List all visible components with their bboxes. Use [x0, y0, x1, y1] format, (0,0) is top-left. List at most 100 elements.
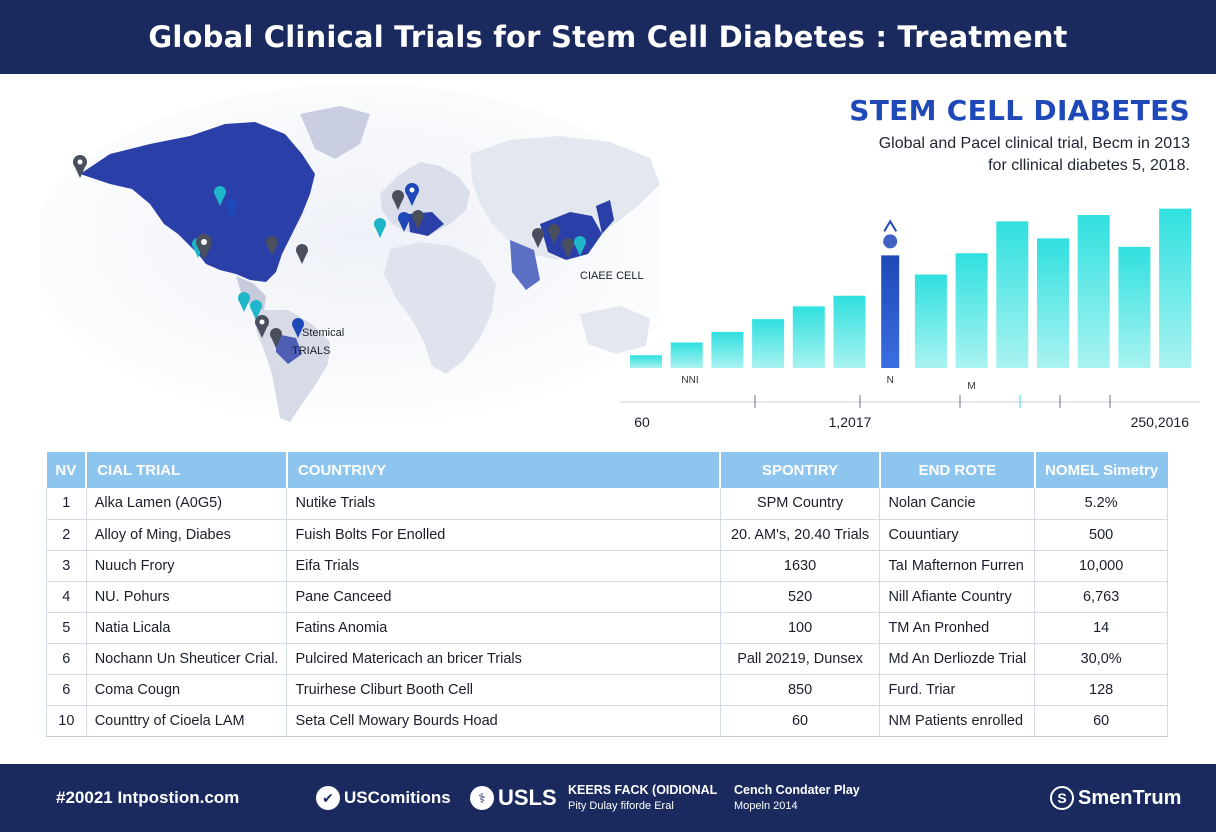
cell-sponsor: 20. AM's, 20.40 Trials — [720, 519, 881, 551]
chart-bar[interactable] — [792, 306, 825, 368]
page-title: Global Clinical Trials for Stem Cell Dia… — [148, 20, 1068, 54]
table-header-row: NV CIAL TRIAL COUNTRIVY SPONTIRY END ROT… — [46, 452, 1168, 488]
chart-bar[interactable] — [996, 221, 1029, 368]
chart-bar[interactable] — [752, 319, 785, 368]
map-label-asia: CIAEE CELL — [580, 270, 644, 282]
cell-no: 10 — [46, 705, 87, 737]
chart-bar[interactable] — [881, 255, 900, 368]
cell-country: Eifa Trials — [286, 550, 721, 582]
brand-logo-icon: S — [1050, 786, 1074, 810]
footer-logo-uscomitions[interactable]: ✔ USComitions — [316, 764, 451, 832]
table-row[interactable]: 10 Counttry of Cioela LAM Seta Cell Mowary… — [46, 705, 1168, 737]
trials-table: NV CIAL TRIAL COUNTRIVY SPONTIRY END ROT… — [46, 452, 1168, 737]
footer-logo-usls[interactable]: ⚕ USLS — [470, 764, 557, 832]
japan-korea-highlight — [596, 200, 614, 234]
map-pins — [73, 155, 586, 348]
chart-bar[interactable] — [833, 295, 866, 368]
table-row[interactable]: 2 Alloy of Ming, Diabes Fuish Bolts For En… — [46, 519, 1168, 551]
footer-logo-keers[interactable]: KEERS FACK (OIDIONAL Pity Dulay fiforde … — [568, 764, 717, 832]
footer-logo-cench[interactable]: Cench Condater Play Mopeln 2014 — [734, 764, 860, 832]
map-pin[interactable] — [255, 315, 269, 338]
map-pin[interactable] — [250, 300, 262, 320]
map-pin[interactable] — [412, 210, 424, 230]
map-pin[interactable] — [392, 190, 404, 210]
map-pin[interactable] — [532, 228, 544, 248]
continent-africa — [384, 242, 496, 374]
chart-title-block: STEM CELL DIABETES Global and Pacel clin… — [800, 94, 1190, 177]
header-country[interactable]: COUNTRIVY — [286, 452, 722, 488]
footer-brand[interactable]: S SmenTrum — [1050, 764, 1181, 832]
map-pin[interactable] — [214, 186, 226, 206]
continent-asia — [470, 136, 660, 260]
cell-country: Seta Cell Mowary Bourds Hoad — [286, 705, 721, 737]
cell-nomel: 60 — [1034, 705, 1168, 737]
chart-bar[interactable] — [1159, 208, 1192, 368]
table-row[interactable]: 3 Nuuch Frory Eifa Trials 1630 TaI Mafternon… — [46, 550, 1168, 582]
map-pin[interactable] — [292, 318, 304, 338]
header-nv[interactable]: NV — [46, 452, 88, 488]
south-america-highlight — [276, 334, 302, 364]
chart-bar[interactable] — [1077, 215, 1110, 368]
cell-no: 4 — [46, 581, 87, 613]
cell-sponsor: 520 — [720, 581, 881, 613]
southeast-asia — [510, 240, 540, 290]
footer-logo-cench-line1: Cench Condater Play — [734, 783, 860, 797]
caduceus-icon: ⚕ — [470, 786, 494, 810]
cell-end-rote: Nolan Cancie — [879, 488, 1036, 520]
cell-end-rote: Md An Derliozde Trial — [879, 643, 1036, 675]
table-row[interactable]: 4 NU. Pohurs Pane Canceed 520 Nill Afiante C… — [46, 581, 1168, 613]
bar-chart-svg: NNI N M 60 1,2017 250,2016 — [620, 208, 1200, 430]
chart-bar[interactable] — [1037, 238, 1069, 368]
map-pin[interactable] — [226, 198, 238, 218]
header-sponsor[interactable]: SPONTIRY — [720, 452, 881, 488]
trials-table-grid: NV CIAL TRIAL COUNTRIVY SPONTIRY END ROT… — [46, 452, 1168, 737]
map-pin[interactable] — [548, 224, 560, 244]
header-nomel[interactable]: NOMEL Simetry — [1034, 452, 1168, 488]
x-tick-label: 60 — [634, 414, 650, 430]
cell-no: 2 — [46, 519, 87, 551]
map-pin[interactable] — [374, 218, 386, 238]
cell-country: Fuish Bolts For Enolled — [286, 519, 721, 551]
map-pin[interactable] — [73, 155, 87, 178]
table-body: 1 Alka Lamen (A0G5) Nutike Trials SPM Count… — [46, 488, 1168, 737]
map-pin[interactable] — [238, 292, 250, 312]
cell-trial: Nuuch Frory — [86, 550, 288, 582]
footer-logo-cench-line2: Mopeln 2014 — [734, 800, 798, 812]
cell-end-rote: TaI Mafternon Furren — [879, 550, 1036, 582]
cell-nomel: 500 — [1034, 519, 1168, 551]
header-trial[interactable]: CIAL TRIAL — [86, 452, 288, 488]
chart-bar[interactable] — [670, 342, 703, 369]
chart-bar[interactable] — [711, 331, 744, 368]
map-pin[interactable] — [405, 183, 419, 206]
cell-end-rote: Nill Afiante Country — [879, 581, 1036, 613]
map-pin[interactable] — [398, 212, 410, 232]
map-pin[interactable] — [296, 244, 308, 264]
map-pin[interactable] — [270, 328, 282, 348]
map-pin[interactable] — [266, 236, 278, 256]
footer-bar: #20021 Intpostion.com ✔ USComitions ⚕ US… — [0, 764, 1216, 832]
footer-website[interactable]: #20021 Intpostion.com — [56, 764, 239, 832]
chart-bar[interactable] — [630, 355, 662, 368]
map-pin[interactable] — [562, 238, 574, 258]
cell-no: 3 — [46, 550, 87, 582]
header-bar: Global Clinical Trials for Stem Cell Dia… — [0, 0, 1216, 74]
map-pin[interactable] — [574, 236, 586, 256]
table-row[interactable]: 6 Nochann Un Sheuticer Crial. Pulcired Mat… — [46, 643, 1168, 675]
cell-nomel: 128 — [1034, 674, 1168, 706]
table-row[interactable]: 5 Natia Licala Fatins Anomia 100 TM An Pronh… — [46, 612, 1168, 644]
chart-bar[interactable] — [955, 253, 988, 368]
cell-trial: Counttry of Cioela LAM — [86, 705, 288, 737]
header-end-rote[interactable]: END ROTE — [879, 452, 1036, 488]
chart-bar[interactable] — [914, 274, 947, 369]
cell-nomel: 10,000 — [1034, 550, 1168, 582]
bar-chart: NNI N M 60 1,2017 250,2016 — [620, 190, 1200, 440]
table-row[interactable]: 1 Alka Lamen (A0G5) Nutike Trials SPM Count… — [46, 488, 1168, 520]
cell-country: Fatins Anomia — [286, 612, 721, 644]
cell-end-rote: NM Patients enrolled — [879, 705, 1036, 737]
chart-bar[interactable] — [1118, 246, 1151, 368]
map-pin[interactable] — [196, 234, 212, 260]
table-row[interactable]: 6 Coma Cougn Truirhese Cliburt Booth Cell 8… — [46, 674, 1168, 706]
asia-highlight — [540, 212, 602, 260]
bar-label: M — [967, 381, 975, 392]
footer-logo-keers-line1: KEERS FACK (OIDIONAL — [568, 783, 718, 797]
